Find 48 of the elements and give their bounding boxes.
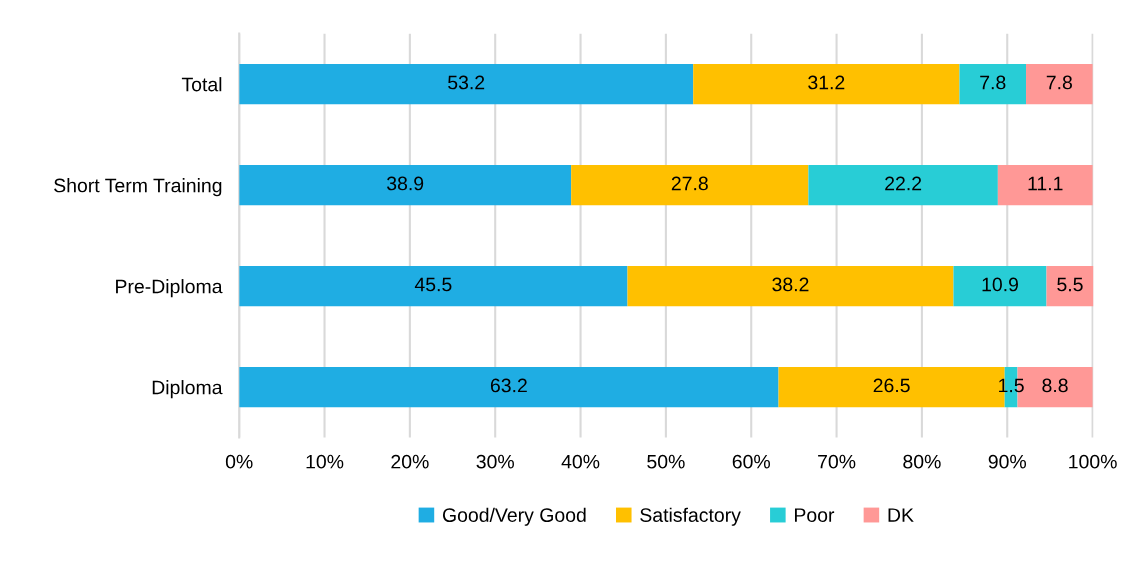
y-tick-label: Pre-Diploma (116, 279, 223, 298)
data-label: 10.9 (982, 277, 1018, 292)
bar (239, 63, 694, 105)
bar (953, 265, 1047, 307)
data-label: 38.9 (387, 176, 424, 191)
bar (239, 164, 572, 206)
bar (627, 265, 954, 307)
legend-label: Poor (794, 508, 835, 522)
legend-label: Good/Very Good (442, 507, 586, 526)
data-label: 7.8 (980, 75, 1006, 90)
data-label: 11.1 (1028, 176, 1063, 191)
data-label: 31.2 (808, 75, 845, 90)
bar (571, 164, 809, 206)
data-label: 63.2 (490, 378, 527, 393)
data-label: 26.5 (873, 378, 910, 393)
x-tick-label: 70% (818, 454, 856, 469)
bar (808, 164, 998, 206)
x-tick-label: 0% (225, 454, 253, 469)
data-label: 45.5 (414, 277, 452, 292)
y-tick-label: Short Term Training (54, 178, 222, 197)
bar (959, 63, 1027, 105)
x-tick-label: 30% (476, 454, 514, 469)
x-tick-label: 90% (988, 454, 1027, 469)
y-tick-label: Diploma (152, 380, 223, 399)
data-label: 8.8 (1042, 378, 1068, 393)
x-tick-label: 100% (1069, 454, 1117, 469)
data-label: 7.8 (1046, 75, 1072, 90)
x-tick-label: 80% (903, 454, 941, 469)
x-tick-label: 50% (647, 454, 685, 469)
data-label: 53.2 (448, 75, 485, 90)
legend-label: Satisfactory (640, 507, 741, 526)
x-tick-label: 10% (306, 454, 344, 469)
data-label: 27.8 (671, 176, 708, 191)
data-label: 38.2 (772, 277, 809, 292)
data-label: 22.2 (885, 176, 922, 191)
x-tick-label: 20% (391, 454, 429, 469)
x-tick-label: 40% (561, 454, 600, 469)
bar (997, 164, 1093, 206)
bar (239, 265, 628, 307)
bar (693, 63, 960, 105)
data-label: 5.5 (1057, 277, 1083, 292)
y-tick-label: Total (181, 77, 222, 92)
bar (1046, 265, 1094, 307)
bar (239, 366, 779, 408)
x-tick-label: 60% (732, 454, 770, 469)
legend-label: DK (888, 508, 914, 522)
data-label: 1.5 (999, 378, 1024, 393)
bar (1026, 63, 1093, 105)
